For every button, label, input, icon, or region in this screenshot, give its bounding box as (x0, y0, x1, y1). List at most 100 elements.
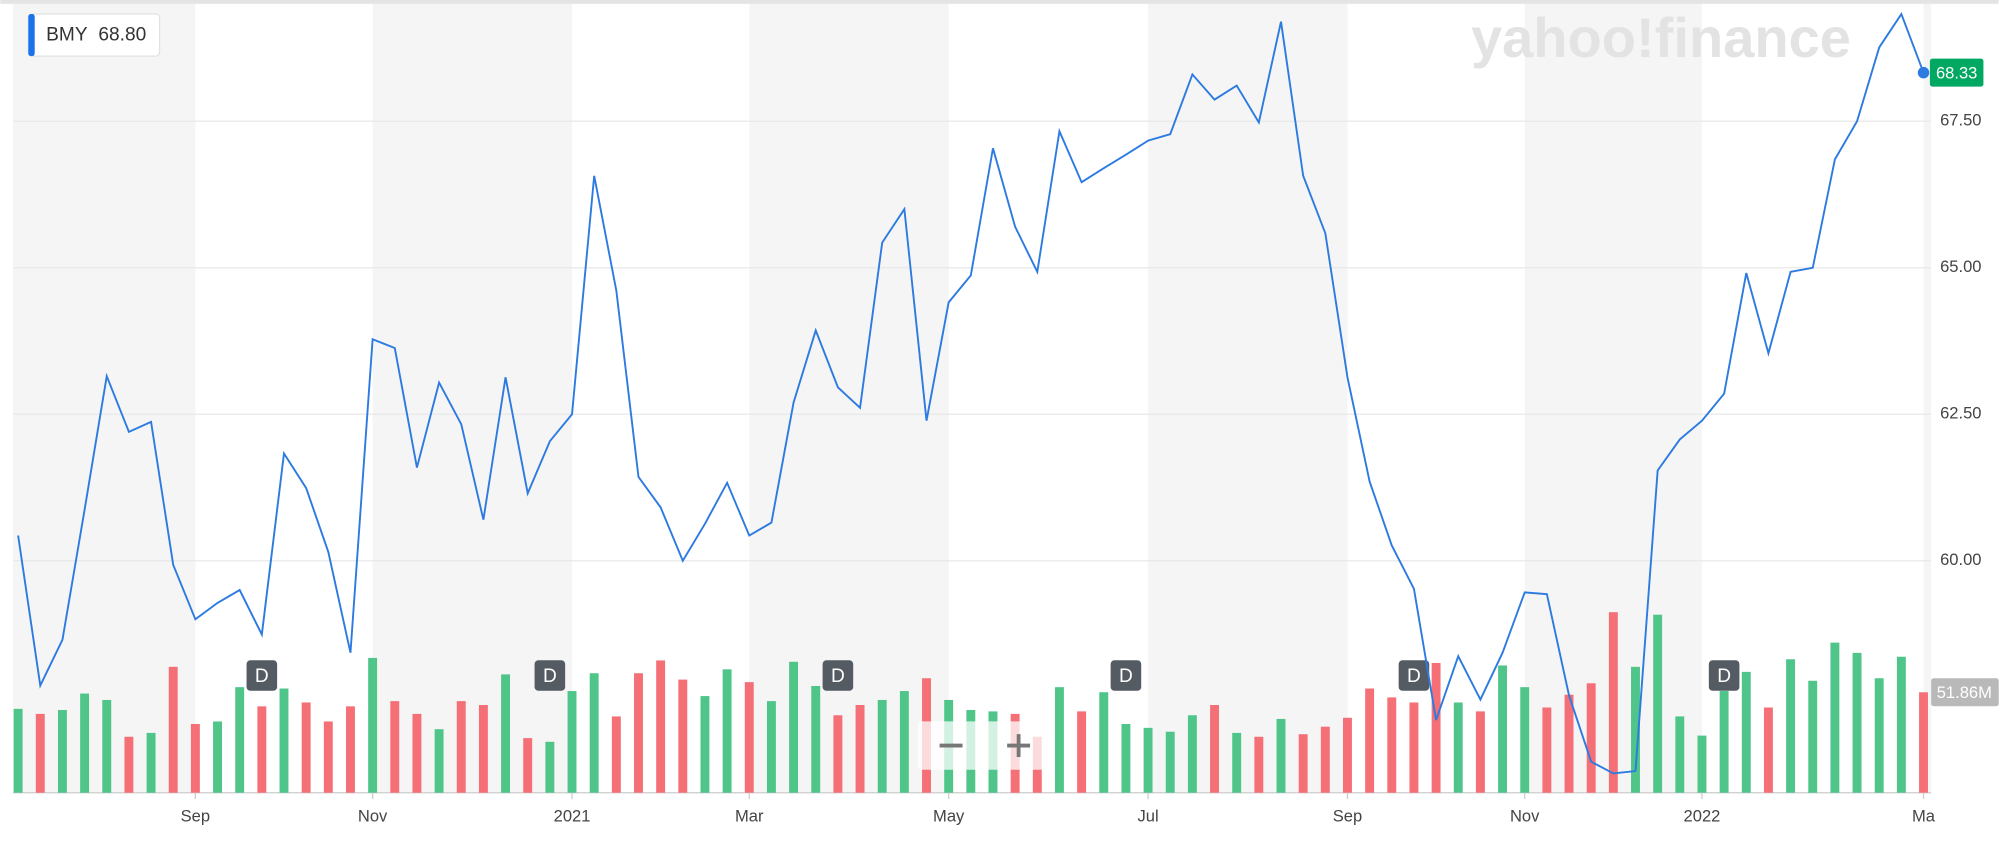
volume-bar (434, 729, 444, 793)
volume-bar (1631, 666, 1640, 793)
y-tick-label: 67.50 (1940, 111, 1981, 130)
volume-bar (634, 673, 643, 793)
dividend-flag[interactable]: D (1110, 660, 1142, 691)
volume-bar (1763, 707, 1773, 793)
dividend-box (822, 660, 854, 691)
volume-bar (279, 688, 289, 793)
volume-bar (1586, 683, 1596, 793)
volume-bar (102, 699, 112, 793)
volume-bar (855, 704, 865, 793)
volume-bar (1564, 694, 1574, 793)
volume-bar (1054, 687, 1064, 793)
price-tag-label: 68.33 (1936, 63, 1977, 82)
zoom-box (917, 721, 1054, 770)
dividend-flag[interactable]: D (1398, 660, 1430, 691)
volume-bar (1077, 711, 1087, 793)
volume-bar (1830, 642, 1840, 793)
price-tag (1929, 58, 1984, 87)
volume-bar (789, 661, 799, 793)
volume-bar (1165, 731, 1175, 793)
volume-bar (1653, 614, 1663, 793)
volume-bar (80, 693, 90, 793)
volume-bar (257, 706, 267, 793)
volume-bar (567, 691, 577, 793)
x-tick-label: 2021 (554, 806, 591, 825)
volume-bar (235, 687, 245, 793)
y-tick-label: 60.00 (1940, 550, 1981, 569)
volume-bar (1409, 702, 1419, 793)
volume-bar (1276, 718, 1286, 793)
volume-bar (1697, 735, 1707, 793)
volume-bar (301, 702, 311, 793)
volume-bar (1254, 736, 1264, 793)
volume-bar (190, 723, 200, 793)
last-point (1917, 66, 1930, 79)
volume-bar (722, 669, 732, 793)
dividend-flag[interactable]: D (246, 660, 278, 691)
volume-bar (1121, 723, 1131, 793)
volume-bar (213, 721, 222, 793)
x-tick-label: Nov (358, 806, 388, 825)
dividend-flag[interactable]: D (1708, 660, 1740, 691)
top-shadow (0, 0, 1999, 4)
quote-box: BMY 68.80 (27, 13, 161, 57)
volume-bar (1453, 702, 1463, 793)
volume-bar (1741, 671, 1751, 793)
volume-bar (1808, 680, 1818, 793)
volume-bar (1896, 656, 1906, 793)
volume-bar (1852, 652, 1862, 793)
quote-marker (28, 14, 35, 57)
volume-bar (124, 736, 134, 793)
volume-bar (412, 713, 422, 793)
volume-bar (523, 738, 533, 793)
x-tick-label: Nov (1510, 806, 1540, 825)
volume-bar (1919, 692, 1928, 793)
y-tick-label: 62.50 (1940, 404, 1981, 423)
price-line (17, 11, 1925, 775)
volume-bar (1520, 687, 1530, 793)
volume-bar (1365, 688, 1375, 793)
volume-bar (1210, 704, 1219, 793)
x-tick-label: Sep (1333, 806, 1362, 825)
volume-bar (1498, 665, 1508, 793)
volume-bar (1232, 732, 1242, 793)
volume-bar (1099, 692, 1109, 793)
volume-tag (1931, 678, 1999, 707)
period-band (1923, 0, 1932, 793)
volume-bar (346, 706, 355, 793)
volume-bar (545, 741, 555, 793)
volume-bar (744, 682, 754, 793)
volume-bar (35, 713, 45, 793)
volume-bar (811, 686, 821, 793)
x-tick-label: Jul (1137, 806, 1158, 825)
dividend-flag[interactable]: D (822, 660, 854, 691)
volume-bar (1320, 726, 1330, 793)
volume-bar (456, 701, 466, 793)
volume-bar (700, 696, 710, 793)
dividend-flag[interactable]: D (534, 660, 566, 691)
volume-bar (57, 710, 67, 793)
volume-bar (656, 660, 666, 793)
x-tick-label: Mar (735, 806, 764, 825)
dividend-box (1708, 660, 1740, 691)
volume-bar (1786, 659, 1796, 793)
volume-bar (501, 674, 511, 793)
volume-bar (1431, 662, 1441, 793)
dividend-box (1110, 660, 1142, 691)
dividend-label: D (255, 666, 269, 687)
volume-bar (589, 673, 599, 793)
dividend-label: D (1119, 666, 1133, 687)
x-tick-label: Sep (181, 806, 210, 825)
watermark: yahoo!finance (1471, 6, 1851, 69)
dividend-label: D (543, 666, 557, 687)
volume-bar (1874, 678, 1884, 793)
volume-bar (766, 701, 776, 793)
volume-bar (1298, 734, 1308, 793)
dividend-label: D (1717, 666, 1731, 687)
symbol: BMY (46, 25, 88, 46)
volume-bar (390, 701, 400, 793)
volume-bar (611, 716, 621, 793)
zoom-control[interactable] (917, 721, 1054, 770)
